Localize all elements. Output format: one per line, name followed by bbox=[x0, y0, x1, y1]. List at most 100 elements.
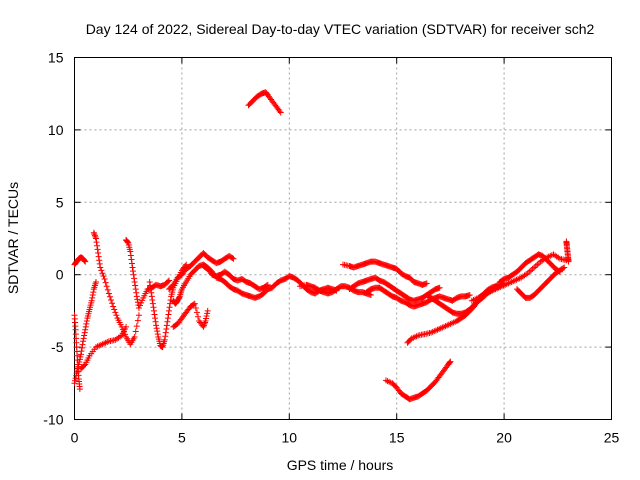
data-point-marker bbox=[165, 311, 172, 318]
data-point-marker bbox=[93, 239, 100, 246]
data-point-marker bbox=[109, 300, 116, 307]
x-axis-label: GPS time / hours bbox=[287, 457, 394, 473]
data-point-marker bbox=[148, 289, 155, 296]
data-point-marker bbox=[103, 283, 110, 290]
data-point-marker bbox=[152, 318, 159, 325]
data-point-marker bbox=[230, 255, 237, 262]
data-point-marker bbox=[201, 319, 208, 326]
data-point-marker bbox=[478, 292, 485, 299]
data-point-marker bbox=[82, 326, 89, 333]
data-point-marker bbox=[229, 255, 236, 262]
data-point-marker bbox=[129, 264, 136, 271]
data-point-marker bbox=[83, 318, 90, 325]
data-point-marker bbox=[164, 278, 171, 285]
data-point-marker bbox=[147, 286, 154, 293]
data-point-marker bbox=[423, 280, 430, 287]
data-point-marker bbox=[112, 309, 119, 316]
x-tick-label: 15 bbox=[389, 430, 405, 446]
data-point-marker bbox=[131, 278, 138, 285]
data-point-marker bbox=[127, 252, 134, 259]
data-point-marker bbox=[163, 326, 170, 332]
data-point-marker bbox=[97, 264, 104, 271]
data-point-marker bbox=[166, 277, 173, 284]
data-point-marker bbox=[193, 309, 200, 316]
data-point-marker bbox=[96, 257, 103, 264]
series-arc-12 bbox=[245, 89, 284, 116]
data-point-marker bbox=[202, 318, 209, 325]
data-points bbox=[71, 89, 572, 403]
data-point-marker bbox=[82, 323, 89, 330]
data-point-marker bbox=[76, 386, 83, 393]
data-point-marker bbox=[92, 235, 99, 242]
data-point-marker bbox=[436, 284, 443, 291]
data-point-marker bbox=[162, 329, 169, 336]
ticks: 0 5 10 15 20 25 -10 -5 0 5 10 15 bbox=[43, 50, 619, 446]
data-point-marker bbox=[124, 238, 131, 245]
data-point-marker bbox=[153, 325, 160, 332]
data-point-marker bbox=[161, 336, 168, 343]
data-point-marker bbox=[108, 297, 115, 304]
data-point-marker bbox=[149, 297, 156, 304]
data-point-marker bbox=[81, 332, 88, 339]
data-point-marker bbox=[200, 323, 207, 330]
data-point-marker bbox=[119, 326, 126, 333]
data-point-marker bbox=[446, 359, 453, 366]
data-point-marker bbox=[94, 246, 101, 253]
data-point-marker bbox=[203, 315, 210, 322]
data-point-marker bbox=[98, 267, 105, 274]
data-point-marker bbox=[80, 335, 87, 342]
series-arc-13 bbox=[297, 281, 374, 298]
data-point-marker bbox=[94, 242, 101, 249]
data-point-marker bbox=[92, 278, 99, 285]
data-point-marker bbox=[139, 297, 146, 304]
data-point-marker bbox=[106, 293, 113, 300]
data-point-marker bbox=[131, 275, 138, 282]
y-tick-label: 15 bbox=[48, 50, 64, 66]
series-arc-3 bbox=[71, 312, 83, 393]
y-tick-label: -10 bbox=[43, 412, 63, 428]
series-arc-23 bbox=[563, 238, 572, 265]
data-point-marker bbox=[77, 351, 84, 358]
data-point-marker bbox=[81, 329, 88, 336]
data-point-marker bbox=[192, 305, 199, 312]
data-point-marker bbox=[151, 311, 158, 318]
data-point-marker bbox=[167, 300, 174, 307]
series-arc-2 bbox=[71, 254, 89, 268]
data-point-marker bbox=[120, 328, 127, 335]
data-point-marker bbox=[133, 289, 140, 296]
series-arc-20 bbox=[468, 251, 570, 304]
data-point-marker bbox=[110, 303, 117, 310]
data-point-marker bbox=[560, 265, 567, 272]
x-tick-label: 5 bbox=[178, 430, 186, 446]
data-point-marker bbox=[561, 264, 568, 271]
series-arc-16 bbox=[363, 284, 473, 310]
data-point-marker bbox=[150, 304, 157, 311]
chart-title: Day 124 of 2022, Sidereal Day-to-day VTE… bbox=[86, 21, 595, 37]
data-point-marker bbox=[148, 293, 155, 300]
data-point-marker bbox=[95, 249, 102, 256]
data-point-marker bbox=[154, 328, 161, 335]
y-axis-label: SDTVAR / TECUs bbox=[5, 182, 21, 294]
series-arc-19 bbox=[382, 358, 454, 403]
data-point-marker bbox=[466, 291, 473, 298]
data-point-marker bbox=[124, 239, 131, 246]
data-point-marker bbox=[138, 299, 145, 306]
data-point-marker bbox=[72, 375, 79, 382]
data-point-marker bbox=[79, 341, 86, 348]
data-point-marker bbox=[134, 296, 141, 303]
x-tick-label: 20 bbox=[496, 430, 512, 446]
data-point-marker bbox=[118, 323, 125, 330]
series-arc-22 bbox=[513, 264, 568, 301]
data-point-marker bbox=[128, 256, 135, 263]
data-point-marker bbox=[154, 331, 161, 338]
plot-frame bbox=[74, 57, 612, 420]
data-point-marker bbox=[89, 294, 96, 301]
data-point-marker bbox=[72, 377, 79, 384]
data-point-marker bbox=[137, 302, 144, 309]
data-point-marker bbox=[90, 229, 97, 236]
series-arc-5 bbox=[90, 229, 142, 348]
data-point-marker bbox=[127, 248, 134, 255]
series-arc-11 bbox=[170, 300, 211, 330]
data-point-marker bbox=[277, 109, 284, 116]
data-point-marker bbox=[101, 276, 108, 283]
